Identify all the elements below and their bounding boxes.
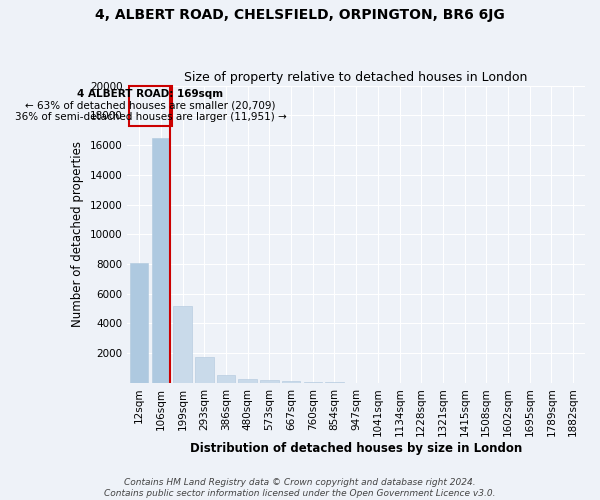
Bar bbox=[325, 382, 344, 383]
Bar bbox=[195, 357, 214, 383]
Bar bbox=[238, 378, 257, 383]
Bar bbox=[130, 263, 148, 383]
Title: Size of property relative to detached houses in London: Size of property relative to detached ho… bbox=[184, 72, 528, 85]
Y-axis label: Number of detached properties: Number of detached properties bbox=[71, 141, 84, 327]
Bar bbox=[129, 86, 172, 126]
Text: 4 ALBERT ROAD: 169sqm: 4 ALBERT ROAD: 169sqm bbox=[77, 90, 224, 100]
X-axis label: Distribution of detached houses by size in London: Distribution of detached houses by size … bbox=[190, 442, 522, 455]
Text: 4, ALBERT ROAD, CHELSFIELD, ORPINGTON, BR6 6JG: 4, ALBERT ROAD, CHELSFIELD, ORPINGTON, B… bbox=[95, 8, 505, 22]
Bar bbox=[173, 306, 192, 383]
Bar bbox=[260, 380, 278, 383]
Bar bbox=[152, 138, 170, 383]
Bar bbox=[282, 381, 300, 383]
Text: 36% of semi-detached houses are larger (11,951) →: 36% of semi-detached houses are larger (… bbox=[14, 112, 286, 122]
Bar bbox=[217, 376, 235, 383]
Text: ← 63% of detached houses are smaller (20,709): ← 63% of detached houses are smaller (20… bbox=[25, 100, 276, 110]
Bar bbox=[304, 382, 322, 383]
Text: Contains HM Land Registry data © Crown copyright and database right 2024.
Contai: Contains HM Land Registry data © Crown c… bbox=[104, 478, 496, 498]
